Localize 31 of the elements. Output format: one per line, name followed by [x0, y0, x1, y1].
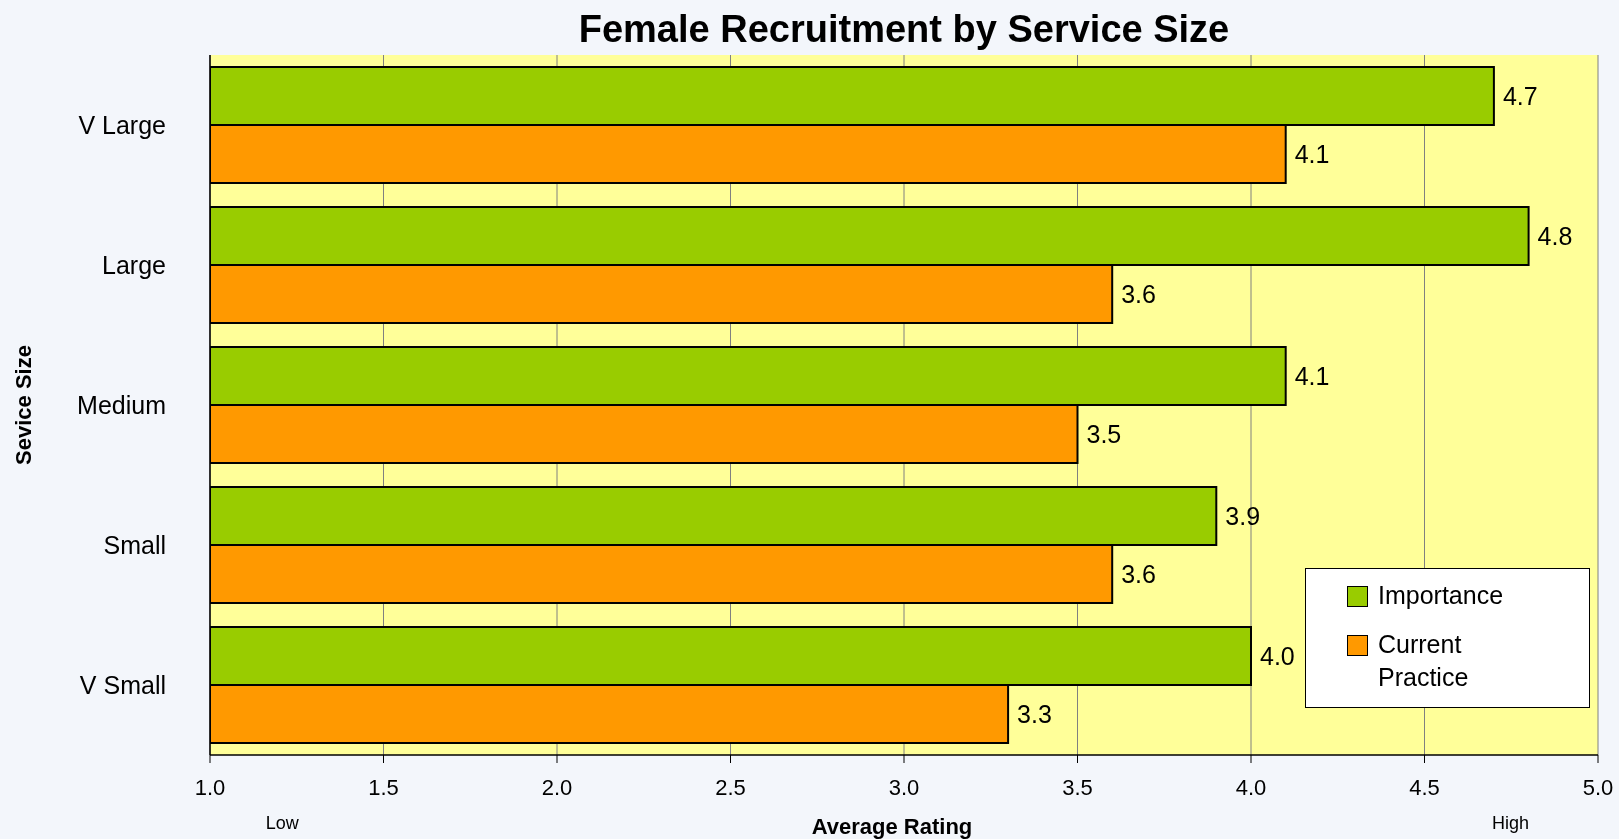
data-label: 3.5 [1086, 419, 1122, 448]
data-label: 3.6 [1121, 559, 1156, 588]
data-label: 4.7 [1502, 81, 1538, 110]
data-label: 4.1 [1294, 139, 1330, 168]
x-tick-label: 4.0 [1235, 774, 1267, 800]
y-tick-label: Small [103, 530, 166, 559]
y-axis-title: Sevice Size [10, 345, 36, 465]
x-tick-label: 3.5 [1062, 774, 1093, 800]
x-axis-title: Average Rating [811, 814, 973, 839]
x-tick-label: 2.0 [541, 774, 573, 800]
y-tick-label: V Large [78, 110, 166, 139]
chart-title: Female Recruitment by Service Size [577, 7, 1231, 52]
text: High [1491, 812, 1531, 834]
x-tick-label: 5.0 [1582, 774, 1614, 800]
text: Low [264, 812, 300, 834]
y-tick-label: Large [102, 250, 166, 279]
legend-label: Current Practice [1378, 629, 1470, 693]
y-tick-label: Medium [77, 390, 166, 419]
x-tick-label: 2.5 [715, 774, 746, 800]
data-label: 4.1 [1294, 361, 1330, 390]
y-tick-label: V Small [79, 670, 166, 699]
x-tick-label: 4.5 [1409, 774, 1440, 800]
data-label: 3.9 [1225, 501, 1261, 530]
data-label: 4.8 [1537, 221, 1573, 250]
data-label: 3.6 [1121, 279, 1156, 308]
x-tick-label: 1.0 [194, 774, 226, 800]
data-label: 4.0 [1260, 641, 1295, 670]
data-label: 3.3 [1017, 699, 1052, 728]
legend-label: Importance [1378, 580, 1504, 611]
x-tick-label: 1.5 [368, 774, 399, 800]
x-tick-label: 3.0 [888, 774, 920, 800]
